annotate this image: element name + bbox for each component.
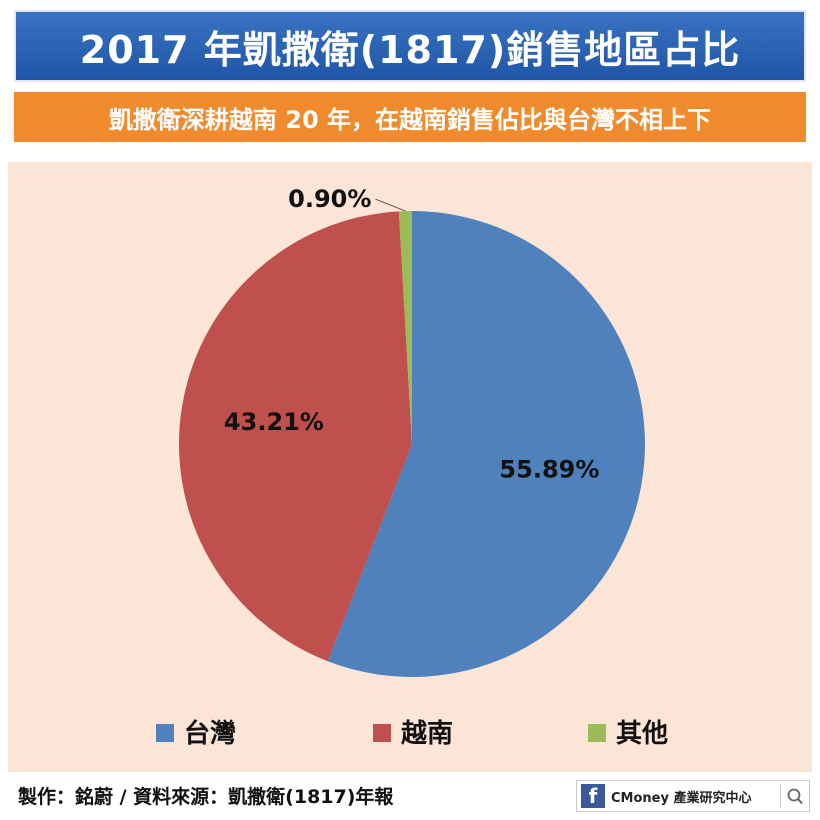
slice-label-2: 0.90% [288,185,371,213]
chart-title: 2017 年凱撒衛(1817)銷售地區占比 [14,10,806,82]
brand-label: CMoney 產業研究中心 [611,790,752,806]
legend-label-0: 台灣 [184,718,236,749]
brand-badge[interactable]: f CMoney 產業研究中心 [576,780,810,812]
pie-slice-0 [327,211,646,677]
slice-label-1: 43.21% [224,408,324,436]
legend-item-2: 其他 [588,719,668,749]
legend-swatch-0 [156,724,174,742]
search-icon[interactable] [780,784,805,808]
source-credit: 製作：銘蔚 / 資料來源：凱撒衛(1817)年報 [18,785,394,808]
legend-item-1: 越南 [373,719,453,749]
pie-slice-2 [398,211,412,444]
slice-label-0: 55.89% [499,456,599,484]
chart-subtitle: 凱撒衛深耕越南 20 年，在越南銷售佔比與台灣不相上下 [14,92,806,142]
legend-label-1: 越南 [401,719,453,749]
leader-line-2 [375,198,406,212]
pie-slice-1 [179,211,412,662]
legend-swatch-1 [373,724,391,742]
legend-label-2: 其他 [616,719,668,749]
pie-chart: 55.89% 43.21% 0.90% 台灣 越南 其他 [156,185,668,749]
chart-panel: 55.89% 43.21% 0.90% 台灣 越南 其他 [8,162,812,772]
facebook-icon: f [581,784,605,808]
legend-item-0: 台灣 [156,718,236,749]
legend-swatch-2 [588,724,606,742]
